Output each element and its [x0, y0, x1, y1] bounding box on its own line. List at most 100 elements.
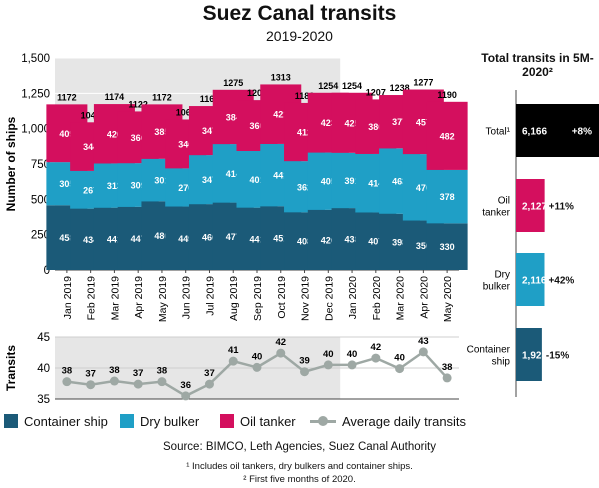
legend-dry: Dry bulker: [120, 411, 199, 431]
y-tick-label: 1,500: [21, 53, 50, 65]
bar-value-label-oil: 347: [202, 126, 217, 136]
average-point-label: 40: [252, 351, 263, 362]
average-point: [109, 376, 119, 386]
bar-value-label-container: 438: [345, 235, 360, 245]
legend-container: Container ship: [4, 411, 108, 431]
bar-value-label-dry: 301: [154, 176, 169, 186]
bar-total-label: 1172: [57, 92, 77, 102]
bar-value-label-oil: 386: [368, 122, 383, 132]
legend-avg-label: Average daily transits: [342, 413, 467, 429]
x-tick-label: Apr 2019: [133, 276, 145, 319]
bar-total-label: 1238: [390, 83, 410, 93]
average-point-label: 36: [180, 380, 191, 391]
bar-value-label-oil: 421: [273, 110, 288, 120]
bar-total-label: 1160: [200, 94, 220, 104]
bar-value-label-container: 458: [59, 233, 74, 243]
y-tick-label: 1,000: [21, 124, 50, 136]
total-bar-value: 2,116: [522, 276, 547, 287]
x-tick-label: Aug 2019: [228, 276, 240, 321]
chart-subtitle: 2019-2020: [266, 28, 333, 44]
average-point: [62, 377, 72, 387]
x-tick-label: Feb 2020: [371, 276, 383, 321]
bar-total-label: 1275: [223, 78, 243, 88]
bar-value-label-oil: 384: [226, 112, 241, 122]
x-tick-label: Mar 2020: [395, 276, 407, 321]
bar-total-label: 1190: [437, 90, 457, 100]
total-bar-value: 2,127: [522, 202, 547, 213]
bar-total-label: 1277: [413, 78, 433, 88]
bar-value-label-oil: 377: [392, 117, 407, 127]
x-tick-label: Jan 2020: [347, 276, 359, 319]
y-tick-label: 500: [31, 194, 50, 206]
x-tick-label: May 2020: [442, 276, 454, 322]
bar-value-label-dry: 401: [249, 175, 264, 185]
bar-value-label-dry: 305: [59, 179, 74, 189]
bar-value-label-oil: 344: [83, 142, 98, 152]
footnote-1: ¹ Includes oil tankers, dry bulkers and …: [186, 461, 413, 472]
x-tick-label: Dec 2019: [323, 276, 335, 321]
bar-value-label-oil: 385: [154, 127, 169, 137]
bar-value-label-dry: 463: [392, 177, 407, 187]
average-point-label: 42: [371, 342, 382, 353]
bar-total-label: 1182: [295, 91, 315, 101]
legend: Container ship Dry bulker Oil tanker Ave…: [4, 411, 484, 431]
bar-value-label-dry: 405: [321, 177, 336, 187]
total-bar-change: -15%: [546, 351, 569, 362]
average-point: [395, 364, 405, 374]
average-point: [157, 377, 167, 387]
y-tick-label: 1,250: [21, 88, 50, 100]
bar-value-label-container: 434: [83, 235, 98, 245]
bar-value-label-dry: 378: [440, 192, 455, 202]
bar-value-label-dry: 347: [202, 175, 217, 185]
y-tick-label: 750: [31, 159, 50, 171]
total-bar-change: +42%: [548, 276, 574, 287]
bar-total-label: 1254: [342, 81, 362, 91]
y-axis-label: Transits: [4, 345, 18, 391]
chart-canvas: 0 250 500 750 1,000 1,250 1,500 Number of ships…: [4, 53, 599, 406]
bar-value-label-oil: 457: [416, 117, 431, 127]
legend-avg-marker: [310, 414, 336, 428]
bar-value-label-dry: 362: [297, 182, 312, 192]
bar-value-label-container: 486: [154, 231, 169, 241]
average-point: [252, 362, 262, 372]
bar-value-label-oil: 425: [345, 118, 360, 128]
bar-total-label: 1313: [271, 72, 291, 82]
bar-value-label-oil: 482: [440, 131, 455, 141]
average-point-label: 38: [442, 362, 453, 373]
average-point-label: 38: [62, 366, 73, 377]
total-bar-value: 6,166: [522, 127, 547, 138]
bar-value-label-dry: 470: [416, 183, 431, 193]
bar-value-label-oil: 409: [59, 129, 74, 139]
legend-oil-label: Oil tanker: [240, 413, 296, 429]
bar-value-label-container: 449: [178, 234, 193, 244]
x-tick-label: Sep 2019: [252, 276, 264, 321]
bar-value-label-container: 408: [297, 237, 312, 247]
average-point: [181, 391, 191, 401]
average-point: [300, 367, 310, 377]
total-bar-change: +11%: [549, 202, 574, 213]
average-point-label: 40: [347, 349, 358, 360]
stacked-bar-chart: 0 250 500 750 1,000 1,250 1,500 Number of ships…: [4, 53, 468, 322]
bar-value-label-container: 350: [416, 241, 431, 251]
bar-value-label-dry: 391: [345, 176, 360, 186]
bar-total-label: 1065: [176, 107, 196, 117]
bar-segment-dry: [426, 169, 468, 224]
bar-total-label: 1254: [318, 81, 338, 91]
x-tick-label: Mar 2019: [109, 276, 121, 321]
bar-value-label-container: 441: [249, 234, 264, 244]
bar-total-label: 1207: [366, 87, 386, 97]
legend-avg: Average daily transits: [310, 411, 466, 431]
total-transits-panel: 6,166 +8% Total¹ 2,127 +11% Oil tanker 2,116 +42…: [467, 90, 599, 397]
bar-value-label-container: 398: [392, 237, 407, 247]
average-point-label: 37: [133, 368, 144, 379]
bar-value-label-oil: 423: [321, 118, 336, 128]
y-axis-label: Number of ships: [4, 116, 18, 211]
bar-total-label: 1174: [105, 92, 125, 102]
average-point: [86, 380, 96, 390]
average-point-label: 40: [394, 353, 405, 364]
bar-value-label-container: 330: [440, 242, 455, 252]
x-tick-label: Jun 2019: [181, 276, 193, 319]
legend-oil-swatch: [220, 414, 234, 428]
x-tick-label: May 2019: [157, 276, 169, 322]
average-point: [133, 379, 143, 389]
